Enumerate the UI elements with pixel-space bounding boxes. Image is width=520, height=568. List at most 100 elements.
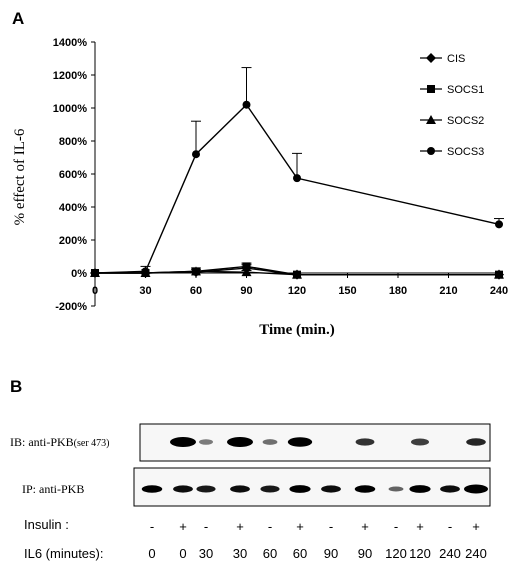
ib-label-main: IB: anti-PKB: [10, 435, 74, 449]
ip-band: [321, 485, 341, 493]
ip-band: [230, 485, 250, 493]
il6-minute: 0: [179, 546, 186, 561]
legend-marker-socs3: [427, 147, 435, 155]
series-line-socs3: [94, 103, 500, 274]
series-layer: [90, 67, 504, 280]
legend-marker-socs2: [426, 115, 436, 124]
data-point-socs3: [293, 174, 301, 183]
ib-band: [199, 439, 213, 445]
ip-band: [173, 485, 193, 493]
western-blot: IB: anti-PKB(ser 473) IP: anti-PKB Insul…: [10, 423, 491, 561]
data-point-socs3: [192, 150, 200, 159]
legend-label-socs3: SOCS3: [447, 146, 484, 158]
y-tick-label: 1400%: [53, 37, 87, 49]
ib-band: [466, 438, 486, 446]
x-tick-label: 120: [288, 285, 306, 297]
legend-marker-cis: [426, 53, 436, 63]
data-point-socs3: [495, 220, 503, 229]
insulin-sign: -: [204, 519, 208, 534]
ip-band: [409, 485, 431, 493]
insulin-sign: -: [268, 519, 272, 534]
ib-band: [227, 437, 253, 447]
data-point-socs2: [494, 269, 504, 279]
il6-minutes: 0 0 30 30 60 60 90 90 120 120 240 240: [148, 546, 486, 561]
y-tick-label: 400%: [59, 202, 87, 214]
panel-a-letter: A: [12, 9, 24, 28]
il6-minute: 90: [324, 546, 338, 561]
ip-band: [440, 485, 460, 493]
insulin-sign: +: [236, 519, 244, 534]
il6-minute: 60: [263, 546, 277, 561]
ib-band: [411, 438, 429, 446]
data-point-socs3: [242, 100, 251, 109]
legend-label-socs2: SOCS2: [447, 115, 484, 127]
ip-blot-frame: [133, 467, 491, 507]
x-tick-label: 150: [338, 285, 356, 297]
ip-bands: [141, 484, 488, 494]
il6-minute: 30: [233, 546, 247, 561]
x-axis-label: Time (min.): [259, 322, 335, 338]
data-point-socs1: [242, 262, 251, 271]
insulin-row-label: Insulin :: [24, 517, 69, 532]
insulin-sign: -: [394, 519, 398, 534]
y-tick-label: 1200%: [53, 70, 87, 82]
insulin-sign: -: [448, 519, 452, 534]
ib-band: [355, 438, 375, 446]
y-tick-label: 200%: [59, 235, 87, 247]
insulin-sign: +: [361, 519, 369, 534]
y-tick-label: 800%: [59, 136, 87, 148]
panel-b-letter: B: [10, 377, 22, 396]
x-tick-label: 60: [190, 285, 202, 297]
ib-label: IB: anti-PKB(ser 473): [10, 435, 110, 449]
il6-minute: 240: [465, 546, 487, 561]
data-point-socs2: [292, 269, 302, 279]
il6-minute: 120: [385, 546, 407, 561]
y-tick-label: 600%: [59, 169, 87, 181]
ib-band: [170, 437, 196, 447]
il6-minute: 120: [409, 546, 431, 561]
il6-minute: 0: [148, 546, 155, 561]
y-tick-label: -200%: [55, 301, 87, 313]
ip-band: [464, 484, 488, 494]
legend: CIS SOCS1 SOCS2 SOCS3: [420, 53, 484, 158]
y-tick-label: 0%: [71, 268, 87, 280]
insulin-signs: - + - + - + - + - + - +: [150, 519, 480, 534]
insulin-sign: +: [416, 519, 424, 534]
y-tick-label: 1000%: [53, 103, 87, 115]
ip-band: [289, 485, 311, 493]
ib-bands: [170, 437, 486, 447]
il6-row-label: IL6 (minutes):: [24, 546, 103, 561]
x-tick-label: 240: [490, 285, 508, 297]
ib-blot-frame: [139, 423, 491, 462]
il6-minute: 240: [439, 546, 461, 561]
il6-minute: 30: [199, 546, 213, 561]
y-axis: -200% 0% 200% 400% 600% 800% 1000% 1200% 1400%: [53, 37, 95, 313]
ip-band: [196, 485, 216, 493]
x-tick-label: 30: [139, 285, 151, 297]
legend-label-cis: CIS: [447, 53, 465, 65]
data-point-socs3: [141, 267, 150, 276]
insulin-sign: +: [472, 519, 480, 534]
insulin-sign: -: [329, 519, 333, 534]
x-tick-label: 210: [439, 285, 457, 297]
il6-minute: 60: [293, 546, 307, 561]
series-socs3: [91, 67, 504, 277]
x-tick-label: 180: [389, 285, 407, 297]
ip-label: IP: anti-PKB: [22, 482, 84, 496]
legend-label-socs1: SOCS1: [447, 84, 484, 96]
insulin-sign: +: [179, 519, 187, 534]
y-axis-label: % effect of IL-6: [12, 128, 28, 225]
insulin-sign: -: [150, 519, 154, 534]
ip-band: [260, 485, 280, 493]
ip-band: [141, 485, 163, 493]
legend-marker-socs1: [427, 85, 435, 93]
ib-band: [287, 437, 313, 447]
insulin-sign: +: [296, 519, 304, 534]
line-chart: -200% 0% 200% 400% 600% 800% 1000% 1200% 1400% 0…: [12, 37, 508, 338]
il6-minute: 90: [358, 546, 372, 561]
ib-label-suffix: (ser 473): [74, 438, 110, 449]
ip-band: [388, 486, 404, 492]
x-tick-label: 90: [240, 285, 252, 297]
ip-band: [354, 485, 376, 493]
